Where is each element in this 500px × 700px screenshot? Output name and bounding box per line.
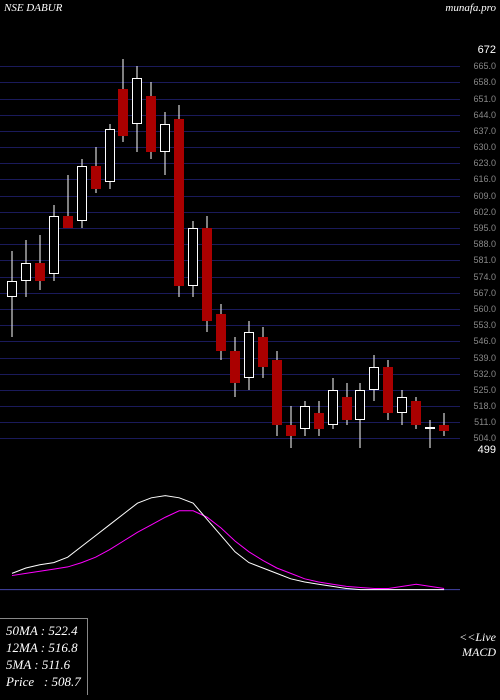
y-label: 546.0	[473, 336, 496, 346]
y-label: 630.0	[473, 142, 496, 152]
y-label: 644.0	[473, 110, 496, 120]
y-label: 574.0	[473, 272, 496, 282]
live-label: <<Live	[459, 630, 496, 645]
ma50-row: 50MA : 522.4	[6, 623, 81, 640]
gridline	[0, 293, 460, 294]
y-label: 518.0	[473, 401, 496, 411]
y-label: 539.0	[473, 353, 496, 363]
candlestick-chart	[0, 50, 460, 450]
ma5-row: 5MA : 511.6	[6, 657, 81, 674]
gridline	[0, 163, 460, 164]
gridline	[0, 131, 460, 132]
chart-header: NSE DABUR munafa.pro	[0, 0, 500, 20]
y-label: 665.0	[473, 61, 496, 71]
gridline	[0, 66, 460, 67]
y-label: 623.0	[473, 158, 496, 168]
y-label: 609.0	[473, 191, 496, 201]
ticker-label: NSE DABUR	[4, 2, 62, 18]
ma12-row: 12MA : 516.8	[6, 640, 81, 657]
y-label: 651.0	[473, 94, 496, 104]
gridline	[0, 82, 460, 83]
gridline	[0, 115, 460, 116]
y-label: 560.0	[473, 304, 496, 314]
y-label: 553.0	[473, 320, 496, 330]
gridline	[0, 309, 460, 310]
gridline	[0, 438, 460, 439]
gridline	[0, 228, 460, 229]
gridline	[0, 212, 460, 213]
macd-label: MACD	[462, 645, 496, 660]
gridline	[0, 325, 460, 326]
gridline	[0, 260, 460, 261]
y-label: 658.0	[473, 77, 496, 87]
y-label: 567.0	[473, 288, 496, 298]
macd-chart	[0, 480, 460, 600]
gridline	[0, 422, 460, 423]
y-label: 616.0	[473, 174, 496, 184]
gridline	[0, 99, 460, 100]
gridline	[0, 341, 460, 342]
y-label: 602.0	[473, 207, 496, 217]
y-label: 511.0	[474, 417, 496, 427]
y-label-bottom: 499	[478, 444, 496, 456]
y-label: 637.0	[473, 126, 496, 136]
watermark: munafa.pro	[445, 2, 496, 18]
macd-panel	[0, 480, 460, 600]
gridline	[0, 179, 460, 180]
gridline	[0, 244, 460, 245]
y-label: 532.0	[473, 369, 496, 379]
gridline	[0, 147, 460, 148]
price-row: Price : 508.7	[6, 674, 81, 691]
gridline	[0, 196, 460, 197]
y-label-top: 672	[478, 44, 496, 56]
y-label: 581.0	[473, 255, 496, 265]
gridline	[0, 277, 460, 278]
y-label: 525.0	[473, 385, 496, 395]
y-label: 595.0	[473, 223, 496, 233]
y-axis-labels: 672665.0658.0651.0644.0637.0630.0623.061…	[460, 50, 498, 450]
y-label: 504.0	[473, 433, 496, 443]
info-box: 50MA : 522.4 12MA : 516.8 5MA : 511.6 Pr…	[0, 618, 88, 695]
y-label: 588.0	[473, 239, 496, 249]
